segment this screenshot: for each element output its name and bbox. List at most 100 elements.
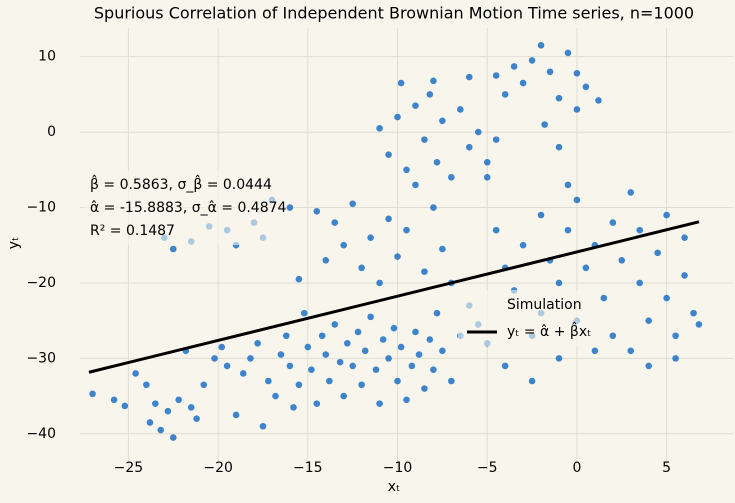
point — [272, 392, 279, 400]
point — [277, 351, 285, 358]
point — [439, 245, 446, 253]
point — [403, 226, 410, 234]
point — [426, 336, 434, 343]
point — [164, 407, 172, 415]
point — [265, 377, 272, 385]
point — [300, 309, 308, 317]
x-tick-label: 0 — [572, 460, 581, 476]
point — [175, 396, 182, 404]
y-tick-label: −40 — [26, 426, 56, 442]
point — [385, 355, 392, 362]
point — [397, 79, 405, 87]
y-tick-label: −30 — [26, 350, 56, 366]
point — [169, 434, 177, 441]
x-tick-label: −20 — [203, 460, 233, 476]
point — [290, 404, 297, 411]
point — [573, 196, 581, 204]
point — [537, 42, 545, 49]
point — [546, 68, 554, 76]
point — [169, 245, 177, 253]
chart-title: Spurious Correlation of Independent Brow… — [94, 4, 694, 23]
point — [412, 181, 419, 189]
point — [654, 249, 661, 257]
annotation: β̂ = 0.5863, σ_β̂ = 0.0444 — [90, 174, 272, 193]
legend-label: Simulation — [507, 297, 582, 313]
point — [200, 381, 208, 389]
point — [564, 49, 572, 57]
point — [218, 343, 226, 351]
point — [358, 381, 365, 389]
point — [146, 419, 154, 426]
point — [663, 211, 670, 219]
point — [295, 381, 303, 389]
point — [573, 106, 581, 113]
point — [254, 339, 261, 347]
point — [663, 294, 670, 302]
point — [385, 151, 392, 159]
point — [259, 422, 267, 430]
legend-marker — [479, 302, 486, 309]
point — [340, 392, 348, 400]
point — [313, 207, 321, 215]
point — [283, 332, 290, 340]
point — [376, 279, 383, 287]
point — [573, 69, 581, 77]
point — [433, 309, 441, 317]
point — [187, 404, 195, 411]
point — [421, 268, 428, 275]
point — [295, 275, 303, 283]
point — [313, 400, 321, 407]
point — [627, 347, 635, 355]
point — [690, 309, 697, 317]
point — [379, 336, 387, 343]
point — [247, 355, 254, 362]
point — [322, 351, 330, 358]
point — [412, 102, 419, 109]
point — [421, 136, 428, 143]
point — [672, 355, 679, 362]
point — [232, 411, 240, 419]
point — [372, 366, 380, 373]
point — [318, 332, 326, 340]
point — [483, 158, 491, 166]
point — [645, 362, 652, 370]
point — [483, 174, 491, 181]
point — [448, 174, 455, 181]
point — [286, 204, 294, 211]
point — [439, 117, 446, 125]
point — [331, 219, 339, 226]
point — [501, 91, 509, 98]
point — [376, 400, 383, 407]
point — [681, 272, 688, 279]
point — [211, 355, 218, 362]
point — [367, 234, 374, 241]
point — [403, 396, 410, 404]
point — [157, 426, 165, 434]
annotation: R² = 0.1487 — [90, 223, 175, 239]
point — [286, 362, 294, 370]
point — [618, 257, 626, 264]
point — [609, 219, 617, 226]
legend-label: yₜ = α̂ + β̂xₜ — [507, 321, 591, 340]
point — [326, 377, 333, 385]
point — [340, 241, 348, 249]
point — [492, 72, 500, 79]
x-tick-label: −25 — [114, 460, 144, 476]
point — [645, 317, 652, 324]
point — [439, 347, 446, 355]
point — [121, 402, 129, 410]
point — [343, 339, 351, 347]
point — [582, 83, 590, 91]
point — [541, 121, 548, 128]
point — [595, 97, 602, 104]
point — [474, 128, 482, 136]
point — [394, 113, 401, 121]
point — [110, 396, 118, 404]
point — [501, 362, 509, 370]
point — [89, 390, 96, 398]
y-tick-label: 0 — [47, 124, 56, 140]
point — [412, 328, 419, 336]
x-axis-label: xₜ — [388, 479, 400, 495]
point — [408, 362, 416, 370]
